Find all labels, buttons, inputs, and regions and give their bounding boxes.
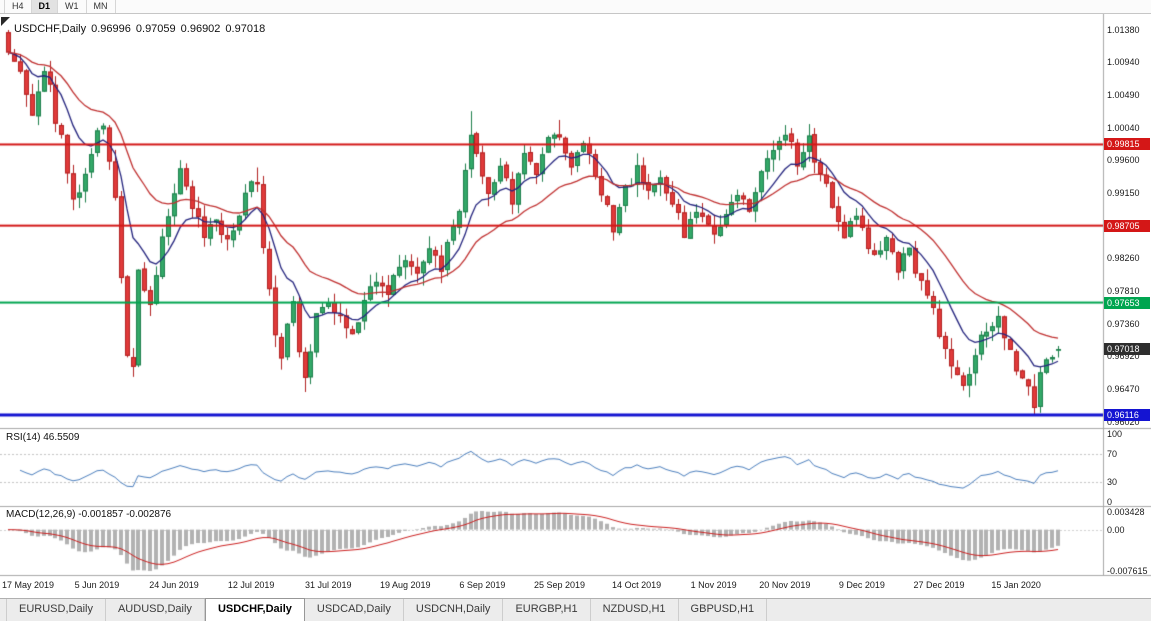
price-chart-canvas[interactable]: [0, 14, 1151, 598]
price-axis-label: 1.01380: [1107, 24, 1140, 35]
date-axis-label: 1 Nov 2019: [690, 580, 737, 590]
price-axis-label: 0.96020: [1107, 416, 1140, 427]
date-axis-label: 5 Jun 2019: [74, 580, 120, 590]
ohlc-high: 0.97059: [135, 23, 176, 35]
timeframe-button-w1[interactable]: W1: [58, 0, 87, 13]
chart-tab-usdcad[interactable]: USDCAD,Daily: [305, 599, 404, 621]
chart-title: USDCHF,Daily 0.96996 0.97059 0.96902 0.97018: [14, 23, 270, 35]
macd-indicator-label: MACD(12,26,9) -0.001857 -0.002876: [6, 509, 172, 520]
price-axis-label: 1.00040: [1107, 122, 1140, 133]
support-line-low-badge: 0.96116: [1104, 408, 1150, 421]
ohlc-low: 0.96902: [180, 23, 221, 35]
macd-axis-min-label: -0.007615: [1107, 566, 1148, 576]
price-axis-label: 0.96470: [1107, 383, 1140, 394]
chart-tab-audusd[interactable]: AUDUSD,Daily: [106, 599, 205, 621]
price-axis-label: 1.00490: [1107, 89, 1140, 100]
chart-tab-gbpusd[interactable]: GBPUSD,H1: [679, 599, 768, 621]
support-line-mid-badge: 0.97653: [1104, 296, 1150, 309]
rsi-axis-label: 100: [1107, 429, 1123, 439]
date-axis-label: 25 Sep 2019: [533, 580, 586, 590]
date-axis-label: 19 Aug 2019: [380, 580, 431, 590]
macd-axis-zero-label: 0.00: [1107, 524, 1125, 535]
date-axis-label: 9 Dec 2019: [838, 580, 885, 590]
date-axis-label: 15 Jan 2020: [991, 580, 1041, 590]
price-axis-label: 0.98260: [1107, 253, 1140, 264]
date-axis-label: 31 Jul 2019: [304, 580, 352, 590]
resistance-line-1-badge: 0.99815: [1104, 138, 1150, 151]
rsi-axis-label: 0: [1107, 497, 1113, 507]
timeframe-button-d1[interactable]: D1: [31, 0, 59, 13]
chart-tab-eurgbp[interactable]: EURGBP,H1: [503, 599, 591, 621]
chart-tab-bar[interactable]: EURUSD,Daily AUDUSD,Daily USDCHF,Daily USDC…: [0, 598, 1151, 621]
price-axis-label: 0.97810: [1107, 285, 1140, 296]
date-axis-label: 24 Jun 2019: [149, 580, 199, 590]
price-axis-label: 0.97360: [1107, 318, 1140, 329]
date-axis-label: 14 Oct 2019: [612, 580, 662, 590]
timeframe-toolbar[interactable]: H4 D1 W1 MN: [0, 0, 1151, 14]
timeframe-button-h4[interactable]: H4: [4, 0, 32, 13]
chart-corner-icon: [1, 17, 10, 26]
chart-tab-usdchf[interactable]: USDCHF,Daily: [204, 598, 305, 621]
chart-symbol-period: USDCHF,Daily: [14, 23, 87, 35]
date-axis-label: 6 Sep 2019: [459, 580, 506, 590]
current-price-badge: 0.97018: [1104, 343, 1150, 355]
date-axis-label: 17 May 2019: [1, 580, 55, 590]
price-axis-label: 0.99150: [1107, 187, 1140, 198]
rsi-axis-label: 30: [1107, 476, 1118, 487]
date-axis-label: 12 Jul 2019: [227, 580, 275, 590]
rsi-axis-label: 70: [1107, 449, 1118, 460]
price-axis-label: 0.96920: [1107, 351, 1140, 362]
chart-tab-eurusd[interactable]: EURUSD,Daily: [6, 599, 106, 621]
date-axis-label: 20 Nov 2019: [759, 580, 811, 590]
timeframe-button-mn[interactable]: MN: [87, 0, 116, 13]
chart-tab-usdcnh[interactable]: USDCNH,Daily: [404, 599, 504, 621]
chart-window: USDCHF,Daily 0.96996 0.97059 0.96902 0.97018…: [0, 14, 1151, 598]
resistance-line-2-badge: 0.98705: [1104, 219, 1150, 232]
chart-tab-nzdusd[interactable]: NZDUSD,H1: [591, 599, 679, 621]
rsi-indicator-label: RSI(14) 46.5509: [6, 432, 80, 443]
price-axis-label: 1.00940: [1107, 57, 1140, 68]
price-axis-label: 0.99600: [1107, 155, 1140, 166]
ohlc-open: 0.96996: [91, 23, 131, 35]
date-axis-label: 27 Dec 2019: [913, 580, 965, 590]
ohlc-close: 0.97018: [225, 23, 266, 35]
macd-axis-max-label: 0.003428: [1107, 507, 1145, 517]
